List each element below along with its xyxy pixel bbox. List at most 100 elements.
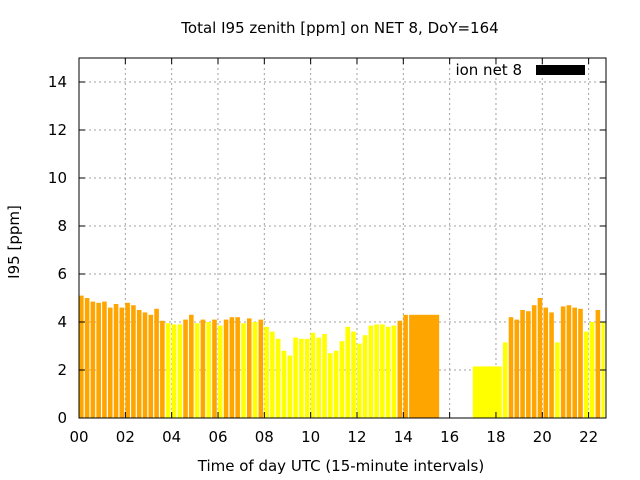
bar	[264, 326, 269, 418]
bar	[293, 337, 298, 418]
bar	[183, 319, 188, 418]
bar	[189, 314, 194, 418]
bars	[79, 295, 605, 418]
bar	[270, 331, 275, 418]
bar	[526, 311, 531, 418]
legend-label: ion net 8	[455, 61, 522, 79]
bar	[514, 319, 520, 418]
bar	[200, 319, 206, 418]
bar	[125, 302, 130, 418]
y-tick-label: 2	[57, 361, 67, 379]
bar	[589, 322, 595, 418]
bar	[520, 310, 525, 418]
bar	[287, 355, 293, 418]
x-tick-label: 00	[69, 428, 88, 446]
y-tick-label: 8	[57, 217, 67, 235]
bar	[102, 301, 107, 418]
y-tick-label: 6	[57, 265, 67, 283]
bar	[316, 337, 322, 418]
bar	[212, 319, 217, 418]
bar	[578, 308, 583, 418]
x-axis-label: Time of day UTC (15-minute intervals)	[197, 457, 484, 475]
bar	[148, 314, 154, 418]
x-tick-label: 12	[347, 428, 366, 446]
bar	[90, 301, 96, 418]
bar	[113, 304, 119, 418]
y-tick-label: 0	[57, 409, 67, 427]
bar	[235, 317, 240, 418]
bar	[543, 307, 549, 418]
bar	[555, 342, 560, 418]
x-tick-label: 20	[533, 428, 552, 446]
x-tick-label: 06	[208, 428, 227, 446]
bar	[229, 317, 235, 418]
y-tick-label: 14	[48, 73, 67, 91]
bar	[142, 312, 148, 418]
x-tick-label: 02	[116, 428, 135, 446]
bar	[119, 307, 125, 418]
bar	[223, 319, 229, 418]
bar	[171, 324, 177, 418]
legend: ion net 8	[455, 61, 585, 79]
x-tick-label: 10	[301, 428, 320, 446]
x-tick-label: 16	[440, 428, 459, 446]
bar	[583, 331, 589, 418]
bar	[165, 323, 171, 418]
bar	[84, 298, 90, 418]
bar	[403, 314, 408, 418]
bar	[322, 334, 327, 418]
bar	[374, 324, 379, 418]
y-tick-label: 10	[48, 169, 67, 187]
bar	[96, 302, 101, 418]
bar	[160, 320, 165, 418]
y-tick-label: 12	[48, 121, 67, 139]
bar	[310, 332, 316, 418]
bar	[572, 307, 577, 418]
bar	[391, 325, 397, 418]
bar	[136, 310, 142, 418]
bar	[368, 325, 374, 418]
bar	[328, 353, 333, 418]
x-tick-label: 04	[162, 428, 181, 446]
bar	[281, 350, 287, 418]
x-tick-label: 08	[255, 428, 274, 446]
bar	[345, 326, 350, 418]
bar	[397, 320, 403, 418]
bar	[246, 318, 252, 418]
bar	[177, 324, 183, 418]
bar	[258, 319, 264, 418]
plot-frame	[78, 57, 607, 419]
bar	[508, 317, 514, 418]
bar	[356, 343, 362, 418]
chart-title: Total I95 zenith [ppm] on NET 8, DoY=164	[180, 19, 498, 37]
y-axis-label: I95 [ppm]	[5, 205, 23, 279]
bar	[531, 305, 537, 418]
bar	[194, 323, 200, 418]
bar	[502, 342, 508, 418]
bar	[566, 305, 572, 418]
bar	[380, 324, 385, 418]
bar	[339, 341, 345, 418]
bar	[241, 323, 246, 418]
legend-swatch	[536, 65, 585, 75]
bar	[351, 331, 356, 418]
x-tick-label: 22	[579, 428, 598, 446]
bar	[472, 366, 502, 418]
bar	[275, 338, 281, 418]
bar	[131, 305, 136, 418]
y-tick-label: 4	[57, 313, 67, 331]
bar	[304, 338, 310, 418]
bar	[333, 350, 339, 418]
bar	[549, 312, 554, 418]
bar	[217, 325, 223, 418]
grid	[79, 58, 606, 418]
bar	[385, 326, 391, 418]
bar	[595, 310, 601, 418]
bar	[409, 314, 440, 418]
x-tick-label: 14	[394, 428, 413, 446]
bar	[107, 307, 113, 418]
bar	[560, 306, 566, 418]
bar	[362, 335, 368, 418]
